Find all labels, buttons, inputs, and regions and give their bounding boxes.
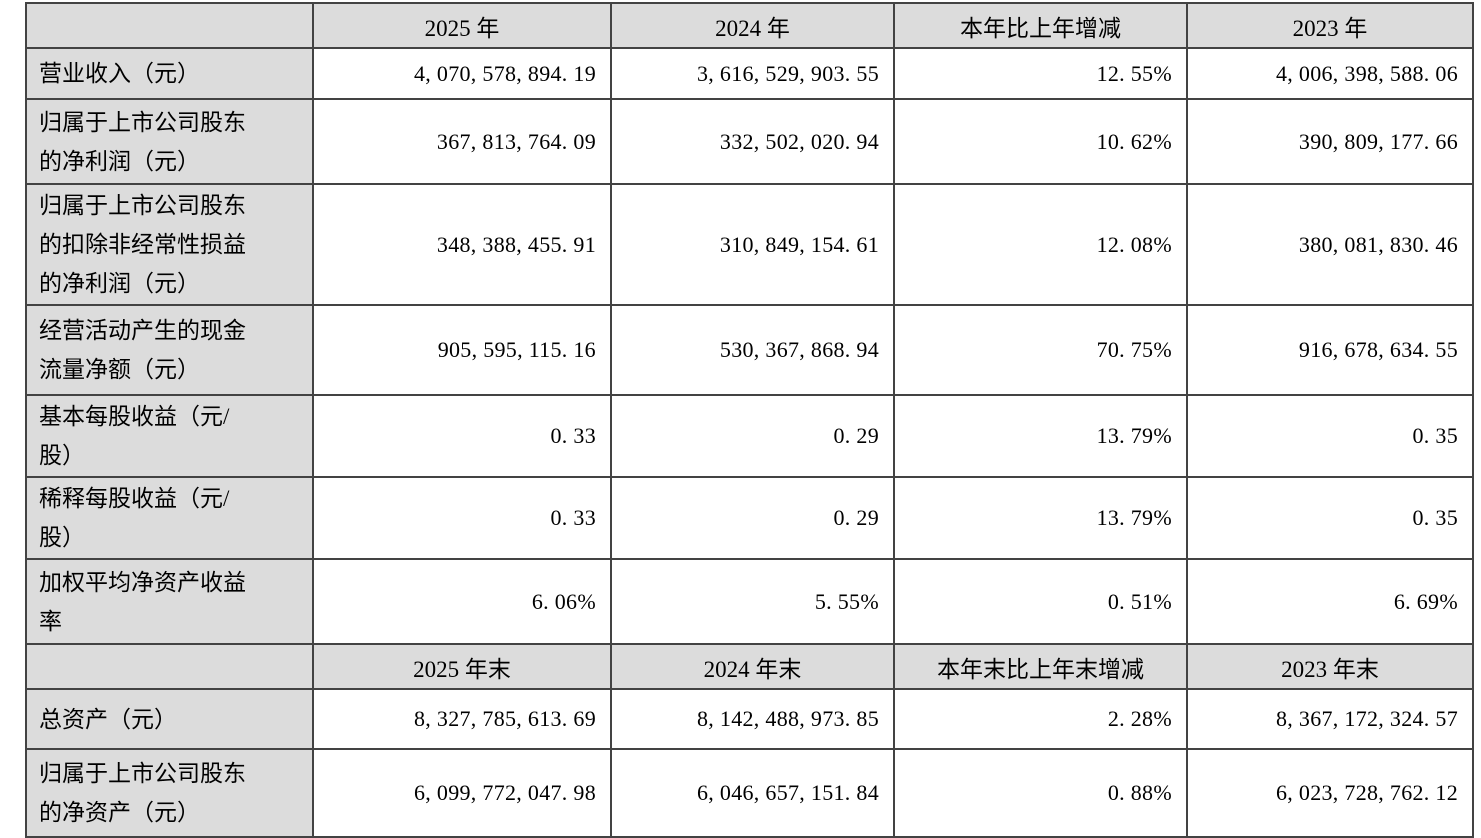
value-2025: 4, 070, 578, 894. 19	[312, 47, 612, 100]
value-2025: 6. 06%	[312, 558, 612, 645]
table-row-weighted-avg-roe: 加权平均净资产收益 率 6. 06% 5. 55% 0. 51% 6. 69%	[25, 558, 1474, 645]
value-2024: 6, 046, 657, 151. 84	[610, 748, 895, 838]
table-row-deducted-net-profit: 归属于上市公司股东 的扣除非经常性损益 的净利润（元） 348, 388, 45…	[25, 183, 1474, 306]
value-2024: 332, 502, 020. 94	[610, 98, 895, 185]
value-2025: 6, 099, 772, 047. 98	[312, 748, 612, 838]
col-header-2024-eop: 2024 年末	[610, 643, 895, 690]
col-header-2025-eop: 2025 年末	[312, 643, 612, 690]
col-header-2024: 2024 年	[610, 2, 895, 49]
value-2023: 6. 69%	[1186, 558, 1474, 645]
corner-cell	[25, 643, 314, 690]
eop-header-row: 2025 年末 2024 年末 本年末比上年末增减 2023 年末	[25, 643, 1474, 690]
row-label: 归属于上市公司股东 的净利润（元）	[25, 98, 314, 185]
table-row-diluted-eps: 稀释每股收益（元/ 股） 0. 33 0. 29 13. 79% 0. 35	[25, 476, 1474, 560]
period-header-row: 2025 年 2024 年 本年比上年增减 2023 年	[25, 2, 1474, 49]
row-label: 经营活动产生的现金 流量净额（元）	[25, 304, 314, 396]
row-label: 归属于上市公司股东 的净资产（元）	[25, 748, 314, 838]
col-header-eop-change: 本年末比上年末增减	[893, 643, 1188, 690]
row-label: 加权平均净资产收益 率	[25, 558, 314, 645]
value-change: 10. 62%	[893, 98, 1188, 185]
row-label: 归属于上市公司股东 的扣除非经常性损益 的净利润（元）	[25, 183, 314, 306]
value-2023: 916, 678, 634. 55	[1186, 304, 1474, 396]
table-row-net-profit: 归属于上市公司股东 的净利润（元） 367, 813, 764. 09 332,…	[25, 98, 1474, 185]
value-2025: 367, 813, 764. 09	[312, 98, 612, 185]
col-header-yoy-change: 本年比上年增减	[893, 2, 1188, 49]
value-2024: 5. 55%	[610, 558, 895, 645]
value-change: 13. 79%	[893, 476, 1188, 560]
col-header-2023: 2023 年	[1186, 2, 1474, 49]
table-row-total-assets: 总资产（元） 8, 327, 785, 613. 69 8, 142, 488,…	[25, 688, 1474, 750]
row-label: 总资产（元）	[25, 688, 314, 750]
key-financials-table: 2025 年 2024 年 本年比上年增减 2023 年 营业收入（元） 4, …	[25, 2, 1474, 838]
value-2024: 0. 29	[610, 476, 895, 560]
value-2023: 0. 35	[1186, 476, 1474, 560]
value-change: 12. 08%	[893, 183, 1188, 306]
value-change: 13. 79%	[893, 394, 1188, 478]
value-2024: 3, 616, 529, 903. 55	[610, 47, 895, 100]
value-2023: 390, 809, 177. 66	[1186, 98, 1474, 185]
col-header-2023-eop: 2023 年末	[1186, 643, 1474, 690]
value-change: 70. 75%	[893, 304, 1188, 396]
value-2024: 530, 367, 868. 94	[610, 304, 895, 396]
value-2023: 6, 023, 728, 762. 12	[1186, 748, 1474, 838]
table-row-operating-cash-flow: 经营活动产生的现金 流量净额（元） 905, 595, 115. 16 530,…	[25, 304, 1474, 396]
value-change: 0. 51%	[893, 558, 1188, 645]
value-2025: 0. 33	[312, 394, 612, 478]
value-change: 0. 88%	[893, 748, 1188, 838]
value-2024: 0. 29	[610, 394, 895, 478]
value-2025: 905, 595, 115. 16	[312, 304, 612, 396]
value-2025: 0. 33	[312, 476, 612, 560]
value-2025: 8, 327, 785, 613. 69	[312, 688, 612, 750]
value-change: 2. 28%	[893, 688, 1188, 750]
row-label: 营业收入（元）	[25, 47, 314, 100]
value-2025: 348, 388, 455. 91	[312, 183, 612, 306]
table-row-basic-eps: 基本每股收益（元/ 股） 0. 33 0. 29 13. 79% 0. 35	[25, 394, 1474, 478]
value-2024: 310, 849, 154. 61	[610, 183, 895, 306]
table-row-net-assets: 归属于上市公司股东 的净资产（元） 6, 099, 772, 047. 98 6…	[25, 748, 1474, 838]
value-2024: 8, 142, 488, 973. 85	[610, 688, 895, 750]
corner-cell	[25, 2, 314, 49]
value-2023: 380, 081, 830. 46	[1186, 183, 1474, 306]
row-label: 稀释每股收益（元/ 股）	[25, 476, 314, 560]
table-row-revenue: 营业收入（元） 4, 070, 578, 894. 19 3, 616, 529…	[25, 47, 1474, 100]
value-change: 12. 55%	[893, 47, 1188, 100]
value-2023: 0. 35	[1186, 394, 1474, 478]
value-2023: 4, 006, 398, 588. 06	[1186, 47, 1474, 100]
col-header-2025: 2025 年	[312, 2, 612, 49]
value-2023: 8, 367, 172, 324. 57	[1186, 688, 1474, 750]
row-label: 基本每股收益（元/ 股）	[25, 394, 314, 478]
